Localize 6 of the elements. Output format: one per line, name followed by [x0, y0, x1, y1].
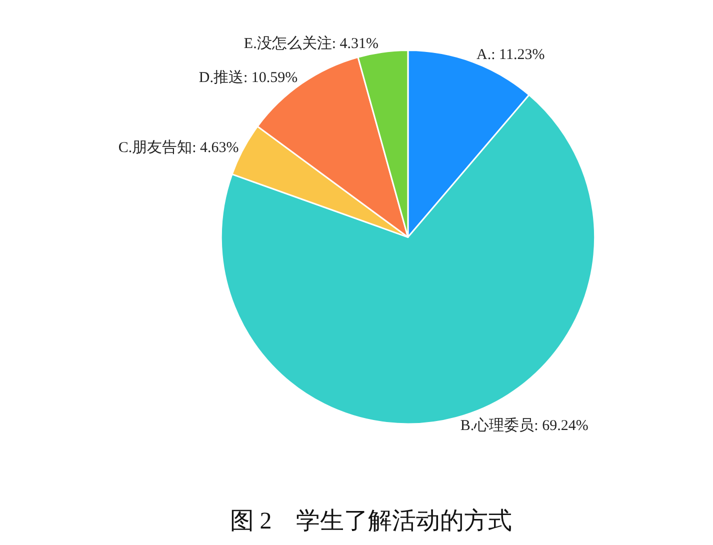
slice-label: E.没怎么关注: 4.31%: [244, 35, 378, 52]
slice-label: C.朋友告知: 4.63%: [118, 138, 239, 156]
text: 图 2 学生了解活动的方式: [230, 508, 512, 535]
slice-label: B.心理委员: 69.24%: [460, 417, 588, 434]
slice-label: A.: 11.23%: [476, 46, 545, 63]
slice-label: D.推送: 10.59%: [198, 69, 298, 86]
